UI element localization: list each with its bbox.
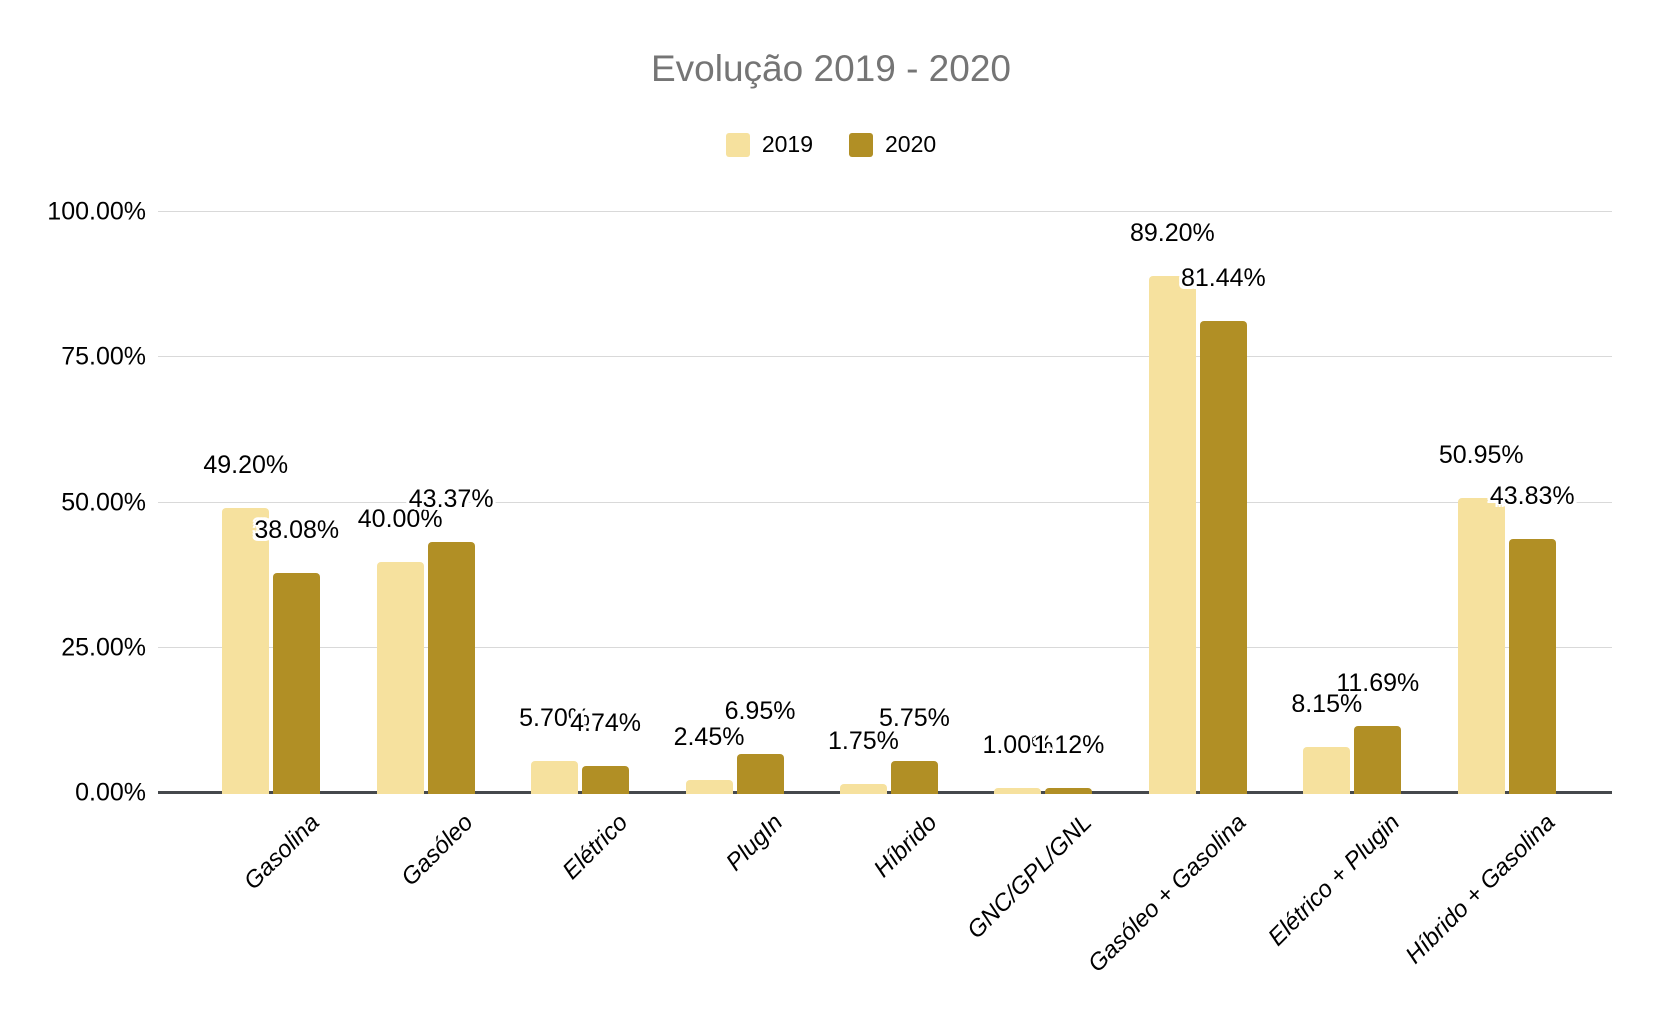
y-axis-tick-label: 50.00%: [61, 488, 146, 516]
x-axis-tick-h-brido: Híbrido: [812, 809, 966, 883]
gridline-50: [158, 501, 1612, 503]
x-axis-label-gas-leo-gasolina: Gasóleo + Gasolina: [1082, 809, 1252, 978]
legend-item-2019[interactable]: 2019: [725, 131, 813, 158]
y-axis-tick-label: 75.00%: [61, 342, 146, 371]
x-axis-label-h-brido-gasolina: Híbrido + Gasolina: [1399, 809, 1561, 970]
bar-group-plugin: 2.45% 6.95%: [657, 212, 811, 794]
value-label-2020-gas-leo: 43.37%: [408, 485, 494, 514]
bar-group-el-trico: 5.70% 4.74%: [503, 212, 657, 794]
bar-2019-plugin[interactable]: 2.45%: [674, 723, 744, 794]
bar-group-h-brido: 1.75% 5.75%: [812, 212, 966, 794]
value-label-2020-h-brido: 5.75%: [879, 703, 950, 732]
legend-item-2020[interactable]: 2020: [849, 131, 936, 158]
bar-2020-gnc-gpl-gnl[interactable]: 1.12%: [1033, 731, 1104, 794]
legend-swatch-2019-icon: [725, 132, 750, 157]
value-label-2019-gnc-gpl-gnl: 1.00%: [982, 731, 1054, 760]
x-axis: Gasolina Gasóleo Elétrico PlugIn Híbrido GNC/…: [194, 809, 1584, 978]
y-axis-tick-label: 25.00%: [61, 633, 146, 662]
value-label-2019-gas-leo-gasolina: 89.20%: [1129, 218, 1215, 247]
bar-group-h-brido-gasolina: 50.95% 43.83%: [1430, 212, 1584, 794]
value-label-2019-plugin: 2.45%: [673, 722, 745, 751]
x-axis-label-el-trico-plugin: Elétrico + Plugin: [1263, 809, 1406, 952]
chart-title: Evolução 2019 - 2020: [651, 48, 1011, 89]
bar-2020-h-brido-gasolina[interactable]: 43.83%: [1490, 482, 1575, 794]
x-axis-tick-gasolina: Gasolina: [194, 809, 348, 895]
x-axis-tick-plugin: PlugIn: [657, 809, 811, 876]
gridline-25: [158, 646, 1612, 648]
bar-2020-gas-leo[interactable]: 43.37%: [409, 485, 494, 794]
value-label-2020-plugin: 6.95%: [724, 696, 796, 725]
x-axis-tick-el-trico-plugin: Elétrico + Plugin: [1263, 809, 1429, 951]
gridline-100: [158, 211, 1612, 212]
bar-2020-el-trico-plugin[interactable]: 11.69%: [1336, 669, 1419, 794]
x-axis-tick-gnc-gpl-gnl: GNC/GPL/GNL: [962, 809, 1120, 944]
bar-group-el-trico-plugin: 8.15% 11.69%: [1275, 212, 1429, 794]
bar-2019-gasolina[interactable]: 49.20%: [203, 451, 288, 794]
legend-swatch-2020-icon: [849, 132, 873, 157]
value-label-2019-h-brido-gasolina: 50.95%: [1438, 440, 1524, 469]
y-axis: 100.00% 75.00% 50.00% 25.00% 0.00%: [0, 198, 146, 807]
x-axis-tick-h-brido-gasolina: Híbrido + Gasolina: [1400, 809, 1584, 969]
bar-group-gas-leo: 40.00% 43.37%: [348, 212, 502, 794]
bar-2020-h-brido[interactable]: 5.75%: [879, 704, 950, 794]
bar-2019-gas-leo[interactable]: 40.00%: [358, 505, 443, 794]
bar-2019-el-trico[interactable]: 5.70%: [519, 704, 590, 794]
bar-2020-gasolina[interactable]: 38.08%: [254, 516, 339, 794]
x-axis-tick-gas-leo: Gasóleo: [348, 809, 502, 891]
bar-2019-gnc-gpl-gnl[interactable]: 1.00%: [982, 731, 1053, 794]
bar-2019-h-brido[interactable]: 1.75%: [828, 727, 899, 794]
legend: 2019 2020: [0, 131, 1662, 158]
gridline-75: [158, 356, 1612, 358]
y-axis-tick-label: 100.00%: [47, 197, 146, 226]
bar-group-gasolina: 49.20% 38.08%: [194, 212, 348, 794]
x-axis-tick-el-trico: Elétrico: [503, 809, 657, 885]
value-label-2020-el-trico-plugin: 11.69%: [1336, 669, 1420, 698]
bar-2019-h-brido-gasolina[interactable]: 50.95%: [1439, 441, 1524, 794]
x-axis-label-gas-leo: Gasóleo: [396, 809, 479, 892]
x-axis-tick-gas-leo-gasolina: Gasóleo + Gasolina: [1083, 809, 1275, 978]
value-label-2019-gas-leo: 40.00%: [357, 504, 443, 533]
x-axis-label-gasolina: Gasolina: [238, 809, 325, 896]
value-label-2019-el-trico-plugin: 8.15%: [1291, 689, 1363, 718]
value-label-2020-gnc-gpl-gnl: 1.12%: [1033, 730, 1105, 759]
bar-2019-gas-leo-gasolina[interactable]: 89.20%: [1130, 219, 1215, 794]
bar-2020-el-trico[interactable]: 4.74%: [570, 709, 641, 794]
x-axis-label-plugin: PlugIn: [720, 809, 788, 877]
value-label-2020-el-trico: 4.74%: [570, 709, 642, 738]
value-label-2019-gasolina: 49.20%: [203, 451, 289, 480]
legend-label-2019: 2019: [761, 131, 813, 157]
bar-2020-plugin[interactable]: 6.95%: [725, 697, 795, 794]
bar-group-gnc-gpl-gnl: 1.00% 1.12%: [966, 212, 1120, 794]
value-label-2019-el-trico: 5.70%: [519, 703, 591, 732]
bar-2019-el-trico-plugin[interactable]: 8.15%: [1291, 690, 1362, 794]
bar-group-gas-leo-gasolina: 89.20% 81.44%: [1121, 212, 1275, 794]
bar-groups: 49.20% 38.08% 40.00% 43.37% 5.70% 4.74% 2.45% 6…: [194, 212, 1584, 794]
x-axis-label-el-trico: Elétrico: [557, 809, 634, 885]
bar-2020-gas-leo-gasolina[interactable]: 81.44%: [1181, 264, 1266, 794]
x-axis-label-gnc-gpl-gnl: GNC/GPL/GNL: [961, 809, 1097, 945]
value-label-2019-h-brido: 1.75%: [828, 726, 899, 755]
plot-area: 49.20% 38.08% 40.00% 43.37% 5.70% 4.74% 2.45% 6…: [158, 211, 1612, 794]
y-axis-tick-label: 0.00%: [75, 778, 146, 807]
legend-label-2020: 2020: [885, 131, 937, 157]
x-axis-label-h-brido: Híbrido: [868, 809, 943, 883]
